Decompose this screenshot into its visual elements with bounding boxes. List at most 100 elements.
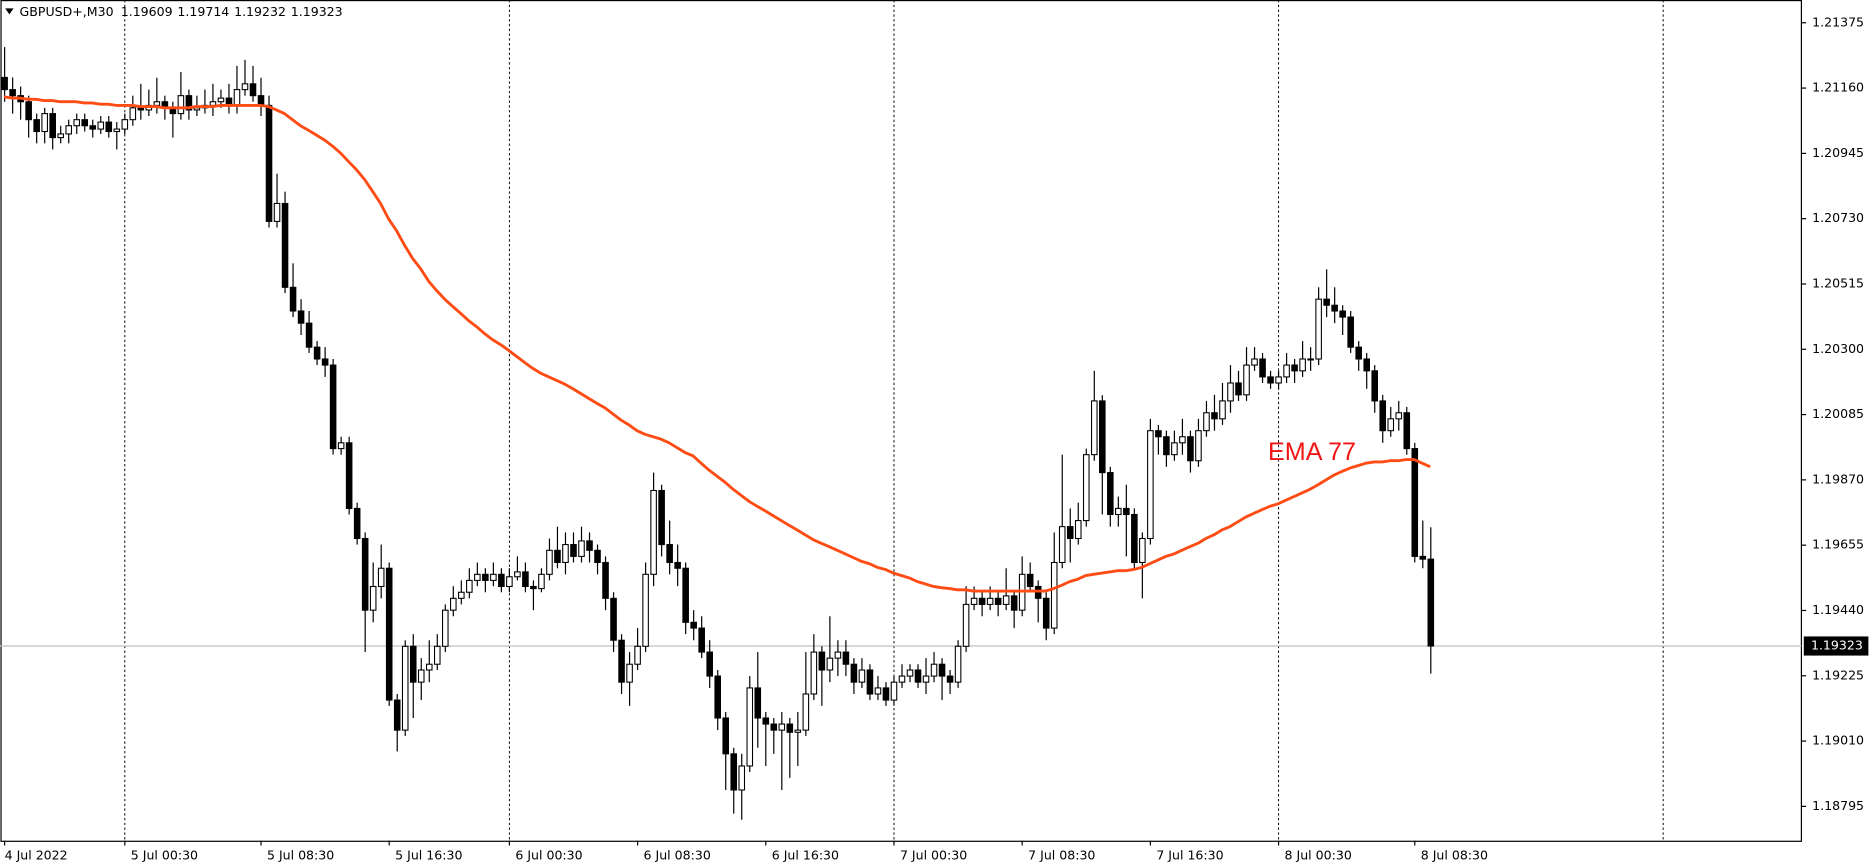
candle-body (858, 669, 866, 683)
chart-title: GBPUSD+,M30 (20, 3, 114, 18)
candle-body (506, 576, 513, 588)
candle-body (466, 579, 473, 593)
candle-body (353, 507, 361, 540)
candle-body (1107, 472, 1114, 516)
candle-body (874, 687, 882, 695)
candle-body (433, 645, 441, 665)
candle-body (514, 571, 521, 578)
candle-body (1091, 400, 1098, 456)
candle-body (1123, 507, 1130, 516)
candle-body (666, 544, 673, 564)
x-tick-label: 4 Jul 2022 (5, 848, 68, 863)
candle-body (329, 364, 337, 450)
candle-body (770, 723, 778, 731)
candle-body (1427, 558, 1435, 647)
candle-body (610, 597, 617, 641)
candle-body (850, 663, 858, 683)
x-tick-label: 7 Jul 16:30 (1156, 848, 1223, 863)
y-tick-label: 1.21160 (1812, 80, 1864, 95)
candle-body (361, 537, 369, 611)
candle-body (281, 202, 289, 288)
candle-body (1347, 316, 1354, 348)
current-price-box (1803, 636, 1869, 656)
candle-body (1099, 400, 1106, 474)
x-tick-label: 8 Jul 00:30 (1285, 848, 1352, 863)
candle-body (1010, 595, 1018, 611)
candle-body (626, 663, 633, 683)
candle-body (1050, 561, 1058, 629)
candle-body (369, 585, 377, 611)
candle-body (1058, 526, 1066, 564)
candle-body (970, 597, 978, 605)
candle-body (409, 645, 417, 683)
candle-body (9, 89, 16, 97)
candle-body (538, 573, 545, 590)
candle-body (305, 322, 313, 348)
candle-body (906, 669, 914, 677)
candle-body (714, 675, 722, 719)
candle-body (818, 651, 826, 671)
candle-body (1387, 418, 1395, 432)
candle-body (113, 128, 121, 133)
candle-body (786, 723, 794, 733)
candle-body (442, 609, 449, 647)
candle-body (1147, 430, 1154, 540)
symbol-menu-arrow[interactable] (5, 8, 14, 15)
candle-body (49, 113, 56, 139)
candle-body (1163, 436, 1170, 456)
candle-body (1299, 358, 1306, 372)
candle-body (177, 95, 185, 115)
candle-body (994, 597, 1002, 605)
candle-body (105, 121, 113, 133)
candle-body (498, 573, 505, 588)
candle-body (458, 591, 465, 599)
candle-body (986, 597, 994, 605)
candle-body (321, 358, 329, 366)
candle-body (425, 663, 433, 671)
candle-body (401, 645, 409, 731)
candle-body (1002, 595, 1010, 605)
candle-body (1379, 400, 1387, 432)
candle-body (233, 89, 241, 106)
y-tick-label: 1.20300 (1812, 341, 1864, 356)
candle-body (1219, 400, 1226, 420)
y-tick-label: 1.20085 (1812, 406, 1864, 421)
candle-body (1179, 436, 1186, 444)
candle-body (337, 442, 345, 450)
candle-body (778, 723, 786, 731)
candle-body (482, 573, 489, 581)
candle-body (754, 687, 762, 719)
candle-body (185, 95, 193, 111)
candle-body (794, 729, 802, 733)
candle-body (946, 675, 954, 683)
candle-body (377, 567, 385, 588)
current-price-label: 1.19323 (1811, 638, 1863, 653)
candle-body (265, 104, 273, 222)
candle-body (1131, 513, 1138, 564)
candle-body (762, 717, 770, 725)
x-tick-label: 8 Jul 08:30 (1421, 848, 1488, 863)
candle-body (962, 603, 970, 647)
candle-body (530, 585, 537, 590)
candle-body (594, 549, 601, 564)
candle-body (97, 121, 105, 130)
candle-body (345, 442, 353, 509)
x-tick-label: 6 Jul 16:30 (772, 848, 839, 863)
candle-body (586, 540, 593, 551)
candle-body (1211, 412, 1218, 420)
candle-body (217, 97, 225, 103)
candle-body (121, 119, 129, 130)
candle-body (1363, 358, 1370, 372)
candle-body (1275, 376, 1282, 384)
candle-body (89, 125, 97, 130)
candle-body (33, 119, 40, 133)
candle-body (978, 597, 986, 605)
candle-body (385, 567, 393, 701)
header-low: 1.19232 (234, 3, 286, 18)
x-tick-label: 5 Jul 08:30 (267, 848, 334, 863)
candle-body (153, 101, 161, 106)
candle-body (578, 540, 585, 557)
ema-annotation: EMA 77 (1268, 438, 1356, 466)
candle-body (1074, 520, 1082, 540)
